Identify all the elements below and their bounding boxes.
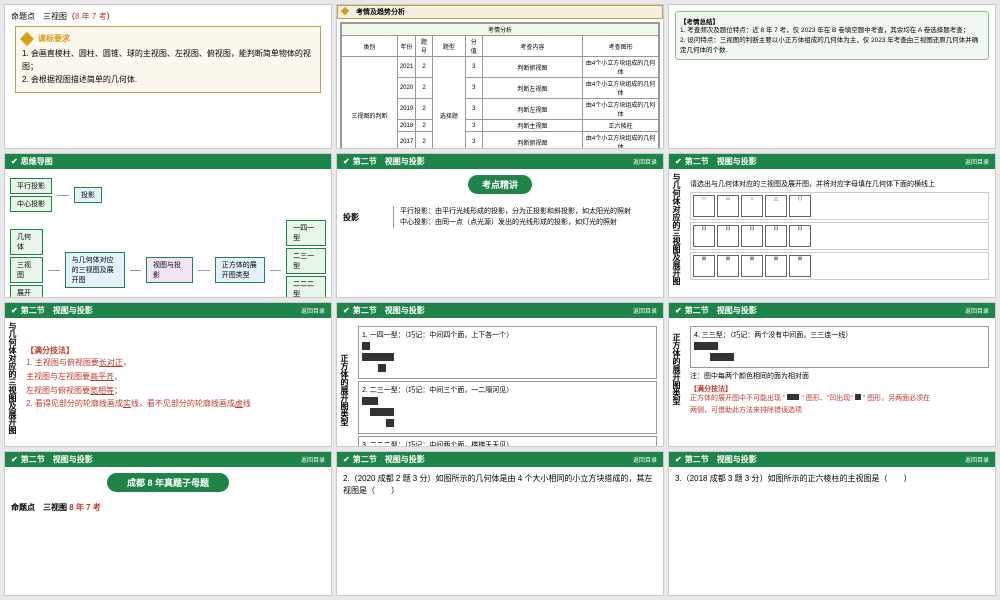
slide-11: ✔第二节 视图与投影返回目录 2.（2020 成都 2 题 3 分）如图所示的几… bbox=[336, 451, 664, 596]
node-unfold: 展开图 bbox=[10, 285, 43, 298]
geom-cone: △ bbox=[765, 195, 787, 217]
requirements-box: 课标要求 1. 会画直棱柱、圆柱、圆锥、球的主视图、左视图、俯视图，能判断简单物… bbox=[15, 26, 321, 93]
topic-line: 命题点 三视图（8 年 7 考） bbox=[11, 11, 325, 22]
geom-cylinder: ○ bbox=[741, 195, 763, 217]
geom-cuboid: ▭ bbox=[717, 195, 739, 217]
node-geom: 几何体 bbox=[10, 229, 43, 255]
return-link[interactable]: 返回目录 bbox=[633, 157, 657, 166]
node-center: 中心投影 bbox=[10, 196, 52, 212]
geom-prism: ⬠ bbox=[789, 195, 811, 217]
geom-cube: □ bbox=[693, 195, 715, 217]
node-parallel: 平行投影 bbox=[10, 178, 52, 194]
req-1: 1. 会画直棱柱、圆柱、圆锥、球的主视图、左视图、俯视图，能判断简单物体的视图； bbox=[22, 48, 314, 74]
node-main: 视图与投影 bbox=[146, 257, 193, 283]
node-proj: 投影 bbox=[74, 187, 102, 203]
node-3view: 三视图 bbox=[10, 257, 43, 283]
summary-box: 【考情总结】 1. 考查频次及题位特点：近 8 年 7 考，仅 2023 年在 … bbox=[675, 11, 989, 60]
oval-title: 成都 8 年真题子母题 bbox=[107, 473, 229, 492]
bubble-title: 考点精讲 bbox=[468, 175, 532, 194]
slide-6: ✔第二节 视图与投影返回目录 与几何体对应的三视图及展开图 请选出与几何体对应的… bbox=[668, 153, 996, 298]
exam-table: 考情分析 类别年份题号 题型分值考查内容考查图形 三视图的判断20212选择题3… bbox=[340, 22, 660, 149]
slide-2: 考情及趋势分析 考情分析 类别年份题号 题型分值考查内容考查图形 三视图的判断2… bbox=[336, 4, 664, 149]
node-cube: 正方体的展开图类型 bbox=[215, 257, 265, 283]
slide-10: ✔第二节 视图与投影返回目录 成都 8 年真题子母题 命题点 三视图 8 年 7… bbox=[4, 451, 332, 596]
slide-3: 【考情总结】 1. 考查频次及题位特点：近 8 年 7 考，仅 2023 年在 … bbox=[668, 4, 996, 149]
slide-1: 命题点 三视图（8 年 7 考） 课标要求 1. 会画直棱柱、圆柱、圆锥、球的主… bbox=[4, 4, 332, 149]
diamond-icon bbox=[20, 31, 34, 45]
req-title: 课标要求 bbox=[38, 33, 70, 44]
slide-12: ✔第二节 视图与投影返回目录 3.（2018 成都 3 题 3 分）如图所示的正… bbox=[668, 451, 996, 596]
req-2: 2. 会根据视图描述简单的几何体. bbox=[22, 74, 314, 87]
slide-8: ✔第二节 视图与投影返回目录 正方体的展开图类型 1. 一四一型：（巧记：中间四… bbox=[336, 302, 664, 447]
analysis-header: 考情及趋势分析 bbox=[337, 5, 663, 19]
slide-9: ✔第二节 视图与投影返回目录 正方体的展开图类型 4. 三三型：（巧记：两个没有… bbox=[668, 302, 996, 447]
node-corr: 与几何体对应的三视图及展开图 bbox=[65, 252, 125, 288]
slide-7: ✔第二节 视图与投影返回目录 与几何体对应的三视图及展开图 【满分技法】 1. … bbox=[4, 302, 332, 447]
slide-5: ✔第二节 视图与投影返回目录 考点精讲 投影 平行投影：由平行光线形成的投影，分… bbox=[336, 153, 664, 298]
slide-4: ✔思维导图 平行投影 中心投影 投影 几何体 三视图 展开图 与几何体对应的三视… bbox=[4, 153, 332, 298]
